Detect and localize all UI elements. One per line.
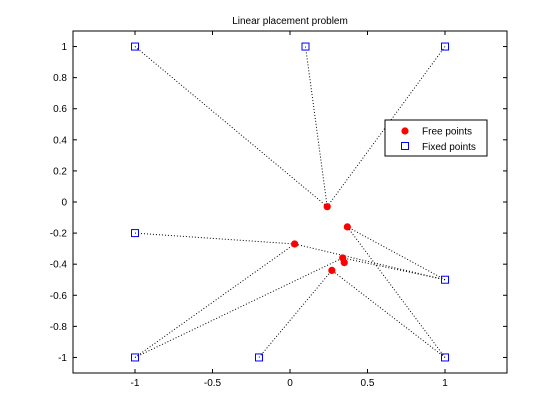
- markers-layer: [131, 42, 449, 362]
- x-tick-label: 0: [287, 378, 293, 389]
- free-point-marker: [291, 240, 299, 248]
- legend-label-free-points: Free points: [422, 127, 472, 138]
- link-line: [258, 270, 333, 358]
- y-tick-label: 0: [61, 198, 67, 209]
- fixed-point-marker: [131, 229, 139, 238]
- y-tick-label: -1: [58, 353, 67, 364]
- legend-marker-free-points: [401, 127, 409, 135]
- fixed-point-marker: [131, 353, 139, 362]
- fixed-point-marker: [301, 42, 310, 51]
- free-point-marker: [323, 203, 331, 211]
- link-line: [342, 257, 446, 281]
- free-point-marker: [343, 223, 351, 231]
- x-tick-label: -0.5: [204, 378, 222, 389]
- y-tick-label: 0.4: [53, 135, 67, 146]
- ticks-layer: -1 -0.5 0 0.5 1 -1 -0.8 -0.6 -0.4 -0.2 0 0.2 0.4 0.6 0…: [50, 31, 507, 389]
- fixed-point-marker: [441, 42, 449, 51]
- y-tick-label: 1: [61, 42, 67, 53]
- legend: Free points Fixed points: [384, 119, 488, 157]
- y-tick-label: -0.8: [50, 322, 68, 333]
- fixed-point-marker: [131, 42, 139, 51]
- x-tick-label: -1: [131, 378, 140, 389]
- y-tick-label: -0.6: [50, 291, 68, 302]
- y-tick-label: 0.2: [53, 166, 67, 177]
- x-tick-label: 1: [442, 378, 448, 389]
- fixed-point-marker: [441, 353, 449, 362]
- fixed-point-marker: [255, 353, 263, 362]
- y-tick-label: -0.2: [50, 229, 68, 240]
- y-tick-label: 0.8: [53, 73, 67, 84]
- y-tick-label: -0.4: [50, 260, 68, 271]
- free-point-marker: [328, 266, 336, 274]
- chart-title: Linear placement problem: [232, 16, 348, 27]
- link-line: [347, 226, 446, 281]
- free-point-marker: [340, 259, 348, 267]
- axes-frame: [72, 30, 508, 374]
- fixed-point-marker: [441, 275, 449, 284]
- link-line: [346, 226, 446, 358]
- legend-label-fixed-points: Fixed points: [422, 142, 476, 153]
- legend-marker-fixed-points: [401, 142, 409, 150]
- y-tick-label: 0.6: [53, 104, 67, 115]
- x-tick-label: 0.5: [361, 378, 375, 389]
